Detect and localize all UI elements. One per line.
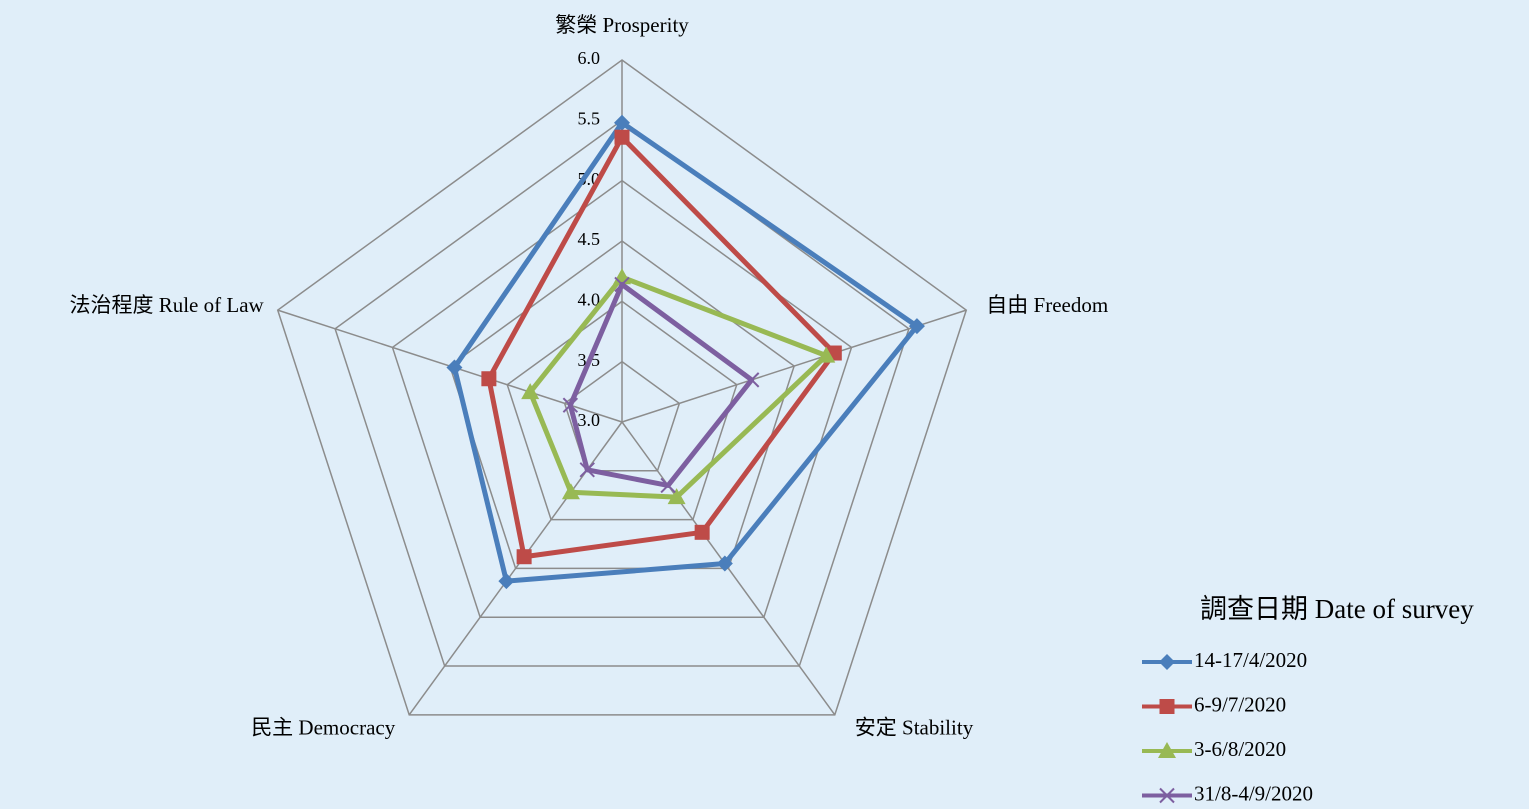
marker (1159, 654, 1175, 670)
grid-ring (334, 119, 910, 667)
marker (521, 383, 540, 400)
marker (614, 129, 630, 145)
axis-label: 法治程度 Rule of Law (69, 293, 264, 317)
legend-label: 14-17/4/2020 (1194, 648, 1307, 672)
spoke (621, 421, 836, 716)
grid-ring (506, 300, 738, 521)
grid-ring (276, 59, 968, 716)
legend-item: 3-6/8/2020 (1142, 737, 1286, 761)
marker (817, 346, 836, 363)
series-line (486, 134, 837, 560)
axis-label: 安定 Stability (855, 716, 974, 740)
grid-ring (391, 179, 853, 618)
y-tick-label: 3.0 (578, 410, 601, 430)
marker (1159, 787, 1175, 804)
axis-label: 繁榮 Prosperity (555, 13, 689, 37)
marker (579, 462, 595, 478)
marker (1159, 699, 1175, 714)
grid-ring (448, 240, 796, 570)
marker (562, 397, 579, 413)
marker (516, 549, 532, 565)
legend-label: 6-9/7/2020 (1194, 692, 1286, 716)
legend-label: 31/8-4/9/2020 (1194, 781, 1313, 805)
series-line (451, 120, 920, 584)
series-line (527, 274, 829, 500)
marker (743, 372, 760, 388)
y-tick-label: 5.5 (578, 108, 601, 128)
marker (446, 359, 463, 376)
marker (498, 573, 515, 590)
axis-label: 民主 Democracy (251, 716, 396, 740)
marker (614, 114, 630, 131)
legend-title: 調查日期 Date of survey (1200, 594, 1474, 624)
marker (667, 488, 686, 505)
marker (561, 483, 580, 500)
marker (908, 318, 925, 335)
series (481, 129, 842, 565)
marker (716, 555, 733, 572)
marker (694, 524, 710, 540)
marker (481, 371, 497, 387)
legend-item: 31/8-4/9/2020 (1142, 781, 1313, 805)
y-tick-label: 6.0 (578, 48, 601, 68)
legend-label: 3-6/8/2020 (1194, 737, 1286, 761)
series-line (567, 281, 755, 488)
series (562, 276, 760, 494)
series (446, 114, 925, 590)
y-tick-label: 4.0 (578, 289, 601, 309)
spoke (621, 309, 967, 423)
marker (660, 477, 676, 494)
marker (614, 276, 630, 293)
axis-label: 自由 Freedom (986, 293, 1108, 317)
y-tick-label: 4.5 (578, 229, 601, 249)
legend-item: 14-17/4/2020 (1142, 648, 1307, 672)
legend-item: 6-9/7/2020 (1142, 692, 1286, 716)
marker (1158, 742, 1176, 758)
